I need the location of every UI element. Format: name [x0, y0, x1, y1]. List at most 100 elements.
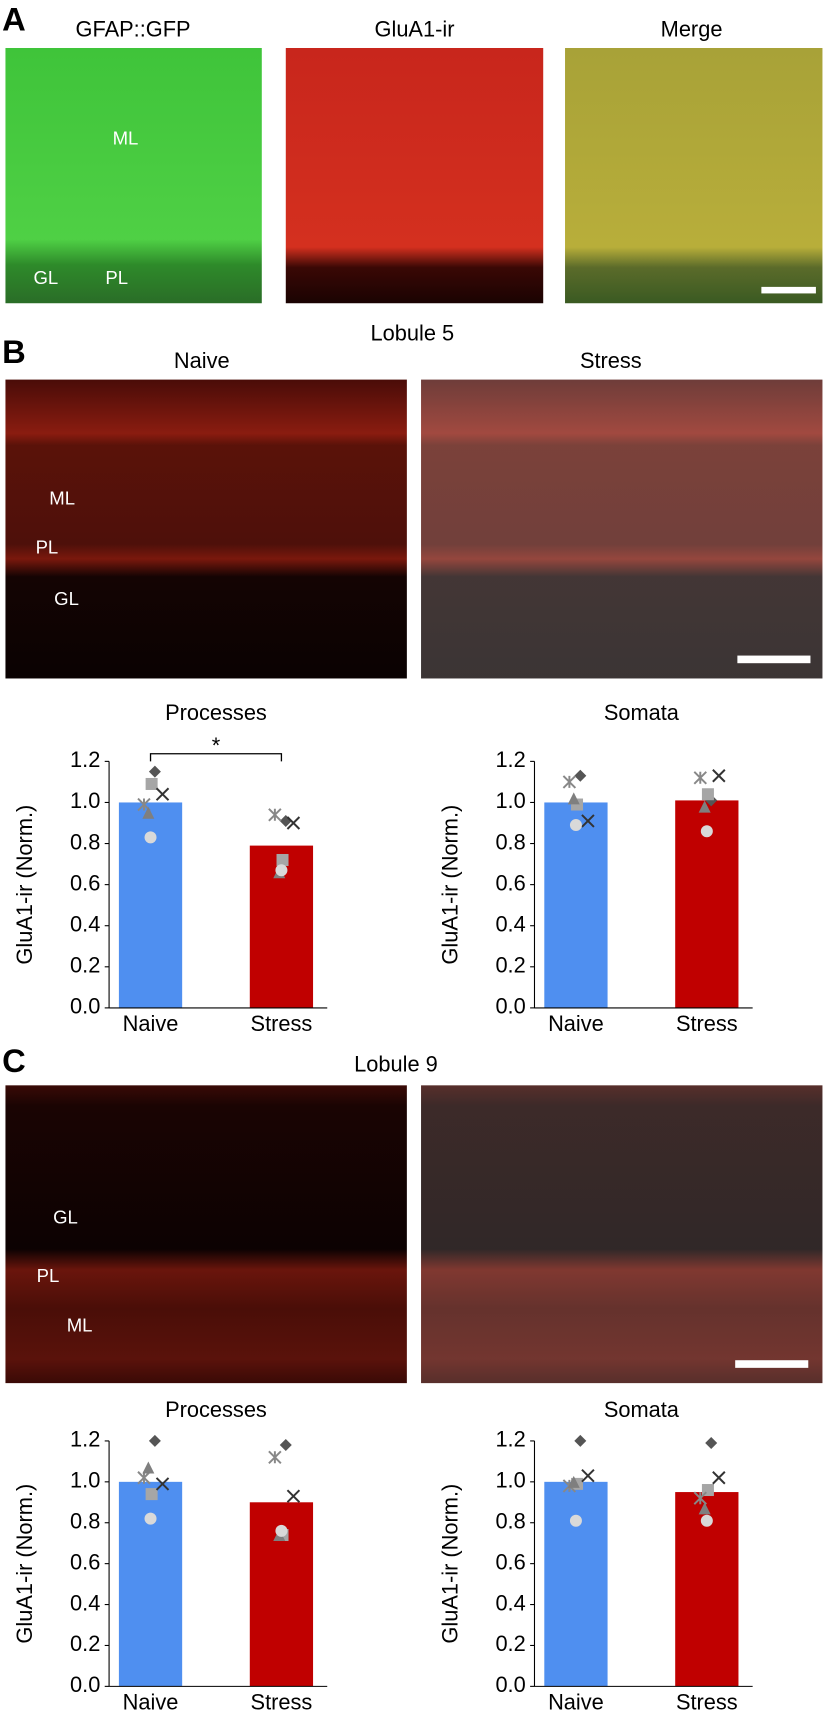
data-point: [571, 798, 584, 811]
data-point: [567, 1475, 580, 1488]
x-tick-label: Stress: [251, 1690, 313, 1715]
region-label: ML: [49, 487, 75, 508]
micrograph: [421, 1085, 823, 1384]
x-tick-label: Naive: [548, 1690, 604, 1715]
y-tick-label: 1.0: [70, 1468, 100, 1493]
micrograph: [5, 1085, 407, 1384]
y-tick-label: 1.2: [70, 1427, 100, 1452]
column-title: Stress: [580, 348, 642, 373]
x-tick-label: Stress: [676, 1011, 738, 1036]
y-tick-label: 0.0: [495, 1672, 525, 1697]
y-tick-label: 0.2: [70, 953, 100, 978]
data-point: [698, 1502, 711, 1515]
x-tick-label: Stress: [251, 1011, 313, 1036]
panel-label: C: [2, 1042, 26, 1079]
data-point: [569, 819, 582, 832]
data-point: [268, 808, 282, 822]
data-point: [137, 1471, 151, 1485]
y-axis-label: GluA1-ir (Norm.): [12, 805, 37, 965]
y-axis-label: GluA1-ir (Norm.): [437, 805, 462, 965]
bar: [118, 1481, 183, 1687]
data-point: [701, 1484, 714, 1497]
data-point: [701, 788, 714, 801]
significance-bracket: [149, 753, 283, 762]
y-tick-label: 0.0: [70, 1672, 100, 1697]
data-point: [712, 1471, 726, 1485]
scale-bar: [737, 655, 811, 664]
y-tick-label: 0.4: [70, 911, 100, 936]
data-point: [569, 1514, 582, 1527]
y-tick-label: 0.8: [70, 829, 100, 854]
data-point: [276, 853, 289, 866]
y-tick-label: 1.0: [495, 1468, 525, 1493]
x-tick-label: Naive: [123, 1690, 179, 1715]
data-point: [574, 1434, 587, 1447]
data-point: [155, 787, 170, 801]
region-label: PL: [36, 537, 59, 558]
chart-title: Somata: [604, 1397, 680, 1422]
x-tick-label: Stress: [676, 1690, 738, 1715]
x-tick-label: Naive: [548, 1011, 604, 1036]
data-point: [693, 771, 707, 785]
y-tick-label: 0.2: [495, 953, 525, 978]
y-tick-label: 0.6: [70, 1549, 100, 1574]
data-point: [705, 1436, 718, 1449]
micrograph: [565, 47, 823, 304]
y-tick-label: 1.2: [70, 747, 100, 772]
region-label: GL: [53, 1206, 78, 1227]
y-tick-label: 0.2: [70, 1631, 100, 1656]
y-tick-label: 0.4: [495, 911, 525, 936]
y-tick-label: 0.8: [70, 1509, 100, 1534]
data-point: [698, 800, 711, 813]
data-point: [581, 814, 595, 828]
y-tick-label: 0.0: [495, 994, 525, 1019]
data-point: [581, 1469, 595, 1483]
region-label: PL: [37, 1265, 60, 1286]
data-point: [148, 765, 161, 778]
data-point: [155, 1477, 170, 1491]
data-point: [142, 1461, 155, 1474]
chart-title: Somata: [604, 700, 680, 725]
y-tick-label: 0.8: [495, 1509, 525, 1534]
y-axis-label: GluA1-ir (Norm.): [12, 1484, 37, 1644]
y-tick-label: 0.8: [495, 829, 525, 854]
y-tick-label: 0.4: [495, 1590, 525, 1615]
y-tick-label: 1.2: [495, 747, 525, 772]
image-title: GFAP::GFP: [76, 16, 191, 41]
data-point: [268, 1450, 282, 1464]
data-point: [567, 792, 580, 805]
y-tick-label: 0.2: [495, 1631, 525, 1656]
chart-title: Processes: [165, 700, 267, 725]
data-point: [286, 1489, 301, 1503]
scale-bar: [761, 286, 816, 294]
y-tick-label: 1.2: [495, 1427, 525, 1452]
data-point: [279, 1439, 292, 1452]
scale-bar: [735, 1360, 809, 1368]
y-tick-label: 0.6: [495, 1549, 525, 1574]
micrograph: [421, 379, 823, 679]
image-title: Merge: [661, 16, 723, 41]
panel-label: A: [2, 0, 26, 37]
data-point: [700, 825, 713, 838]
data-point: [693, 1491, 707, 1505]
panel-label: B: [2, 333, 26, 370]
y-tick-label: 0.0: [70, 994, 100, 1019]
region-label: ML: [67, 1314, 93, 1335]
y-tick-label: 0.6: [495, 870, 525, 895]
micrograph: [5, 379, 407, 679]
image-title: GluA1-ir: [375, 16, 455, 41]
chart-title: Processes: [165, 1397, 267, 1422]
region-label: PL: [105, 267, 128, 288]
micrograph: [285, 47, 544, 304]
region-label: GL: [54, 588, 79, 609]
y-tick-label: 1.0: [70, 788, 100, 813]
data-point: [145, 777, 158, 790]
data-point: [712, 769, 726, 783]
region-label: GL: [33, 267, 58, 288]
data-point: [145, 1488, 158, 1501]
y-axis-label: GluA1-ir (Norm.): [437, 1484, 462, 1644]
heading: Lobule 9: [354, 1051, 438, 1076]
bar: [544, 802, 608, 1008]
region-label: ML: [113, 128, 139, 149]
